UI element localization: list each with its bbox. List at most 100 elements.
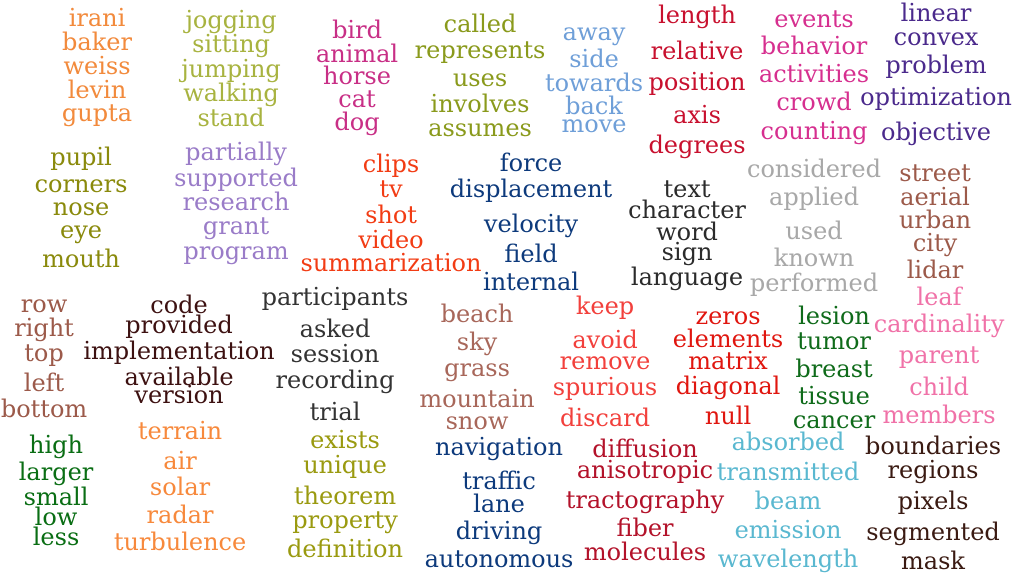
topic-16-word-1: row	[20, 290, 68, 318]
topic-13-word-5: language	[630, 263, 744, 291]
topic-7-word-5: counting	[760, 117, 868, 145]
topic-8-word-5: objective	[881, 118, 991, 146]
topic-27-word-4: driving	[455, 517, 543, 545]
topic-26-word-5: definition	[287, 535, 403, 563]
topic-6-word-3: position	[648, 68, 746, 96]
topic-22-word-5: cancer	[792, 406, 876, 434]
topic-9-word-3: nose	[52, 193, 110, 221]
topic-26-word-3: theorem	[293, 482, 397, 510]
topic-12-word-2: displacement	[449, 175, 613, 203]
topic-6-word-1: length	[658, 1, 736, 29]
topic-19-word-4: mountain	[419, 385, 535, 413]
topic-17-word-3: implementation	[83, 337, 275, 365]
topic-11-word-1: clips	[362, 150, 420, 178]
topic-11-word-2: tv	[379, 175, 403, 203]
topic-19-word-2: sky	[456, 328, 498, 356]
topic-26-word-2: unique	[303, 451, 387, 479]
topic-4-word-4: involves	[430, 90, 530, 118]
topic-2-word-1: jogging	[185, 6, 277, 34]
topic-1-word-4: levin	[67, 76, 127, 104]
topic-3-word-1: bird	[332, 16, 382, 44]
topic-29-word-5: wavelength	[717, 545, 859, 573]
topic-2-word-4: walking	[183, 79, 279, 107]
topic-4-word-1: called	[443, 10, 517, 38]
topic-2-word-3: jumping	[181, 55, 281, 83]
topic-6-word-4: axis	[673, 101, 721, 129]
topic-15-word-4: city	[912, 229, 958, 257]
topic-18-word-2: asked	[299, 315, 371, 343]
topic-14-word-1: considered	[747, 155, 881, 183]
topic-5-word-5: move	[561, 110, 627, 138]
topic-22-word-3: breast	[795, 355, 873, 383]
topic-18-word-5: trial	[309, 398, 361, 426]
topic-26-word-1: exists	[310, 426, 380, 454]
topic-25-word-5: turbulence	[113, 528, 247, 556]
topic-1-word-3: weiss	[63, 52, 131, 80]
topic-30-word-2: regions	[887, 456, 979, 484]
topic-27-word-3: lane	[473, 490, 525, 518]
topic-19-word-5: snow	[445, 407, 509, 435]
topic-17-word-5: version	[134, 381, 224, 409]
topic-21-word-2: elements	[672, 325, 784, 353]
topic-8-word-4: optimization	[860, 83, 1012, 111]
topic-12-word-5: internal	[483, 268, 579, 296]
topic-27-word-5: autonomous	[424, 545, 574, 573]
topic-6-word-2: relative	[650, 37, 744, 65]
topic-17-word-1: code	[150, 291, 208, 319]
topic-28-word-5: molecules	[583, 538, 707, 566]
topic-25-word-1: terrain	[137, 417, 223, 445]
topic-5-word-3: towards	[544, 69, 644, 97]
topic-7-word-1: events	[774, 5, 854, 33]
topic-22-word-2: tumor	[797, 327, 871, 355]
topic-10-word-5: program	[183, 237, 289, 265]
topic-11-word-3: shot	[365, 201, 417, 229]
topic-9-word-2: corners	[34, 170, 128, 198]
topic-20-word-3: remove	[559, 347, 651, 375]
topic-14-word-5: performed	[749, 269, 879, 297]
topic-9-word-1: pupil	[50, 143, 112, 171]
topic-3-word-5: dog	[334, 108, 380, 136]
topic-28-word-4: fiber	[616, 514, 674, 542]
topic-27-word-2: traffic	[462, 467, 536, 495]
topic-23-word-2: cardinality	[873, 310, 1005, 338]
topic-18-word-1: participants	[261, 283, 409, 311]
topic-3-word-2: animal	[315, 40, 399, 68]
topic-3-word-3: horse	[323, 62, 391, 90]
topic-17-word-4: available	[124, 363, 234, 391]
topic-23-word-3: parent	[898, 341, 980, 369]
topic-7-word-3: activities	[758, 60, 870, 88]
topic-30-word-5: mask	[901, 547, 965, 575]
topic-24-word-2: larger	[18, 458, 94, 486]
topic-21-word-4: diagonal	[675, 372, 781, 400]
topic-4-word-5: assumes	[428, 114, 532, 142]
topic-12-word-4: field	[504, 240, 558, 268]
topic-30-word-4: segmented	[866, 518, 1000, 546]
topic-8-word-2: convex	[893, 23, 979, 51]
topic-1-word-5: gupta	[61, 99, 133, 127]
topic-14-word-3: used	[785, 217, 843, 245]
topic-30-word-1: boundaries	[864, 432, 1002, 460]
topic-9-word-5: mouth	[42, 245, 120, 273]
topic-4-word-2: represents	[414, 36, 546, 64]
topic-25-word-2: air	[163, 447, 197, 475]
topic-7-word-2: behavior	[760, 32, 868, 60]
topic-29-word-4: emission	[734, 516, 842, 544]
topic-20-word-4: spurious	[552, 373, 658, 401]
topic-15-word-5: lidar	[906, 256, 964, 284]
topic-11-word-4: video	[358, 226, 424, 254]
topic-30-word-3: pixels	[897, 487, 969, 515]
topic-14-word-2: applied	[769, 183, 859, 211]
topic-21-word-5: null	[704, 402, 752, 430]
topic-5-word-1: away	[562, 18, 626, 46]
topic-4-word-3: uses	[452, 64, 508, 92]
topic-21-word-3: matrix	[688, 347, 768, 375]
topic-16-word-5: bottom	[0, 395, 88, 423]
topic-20-word-1: keep	[575, 292, 635, 320]
topic-17-word-2: provided	[125, 311, 233, 339]
topic-29-word-3: beam	[754, 487, 822, 515]
topic-14-word-4: known	[773, 244, 855, 272]
topic-24-word-1: high	[29, 431, 83, 459]
topic-13-word-4: sign	[661, 238, 713, 266]
topic-8-word-1: linear	[900, 0, 972, 27]
topic-24-word-3: small	[23, 483, 89, 511]
